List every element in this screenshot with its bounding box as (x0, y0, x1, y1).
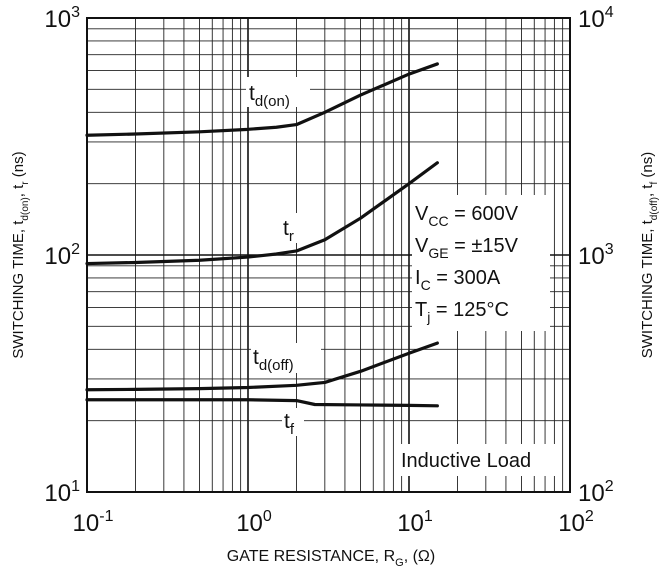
y-tick-label-left: 103 (44, 4, 80, 33)
label-bg-td-on (246, 77, 310, 107)
condition-vcc: VCC = 600V (415, 203, 519, 229)
inductive-load-note: Inductive Load (401, 450, 531, 472)
series-label-tf: tf (284, 410, 295, 438)
note-bg (397, 444, 561, 476)
conditions-box-bg (412, 195, 550, 331)
grid (87, 18, 570, 492)
series-line-tr (85, 161, 439, 266)
series-line-tf (85, 398, 439, 408)
y-tick-label-right: 104 (578, 4, 614, 33)
x-tick-label: 101 (397, 508, 433, 537)
tick-labels: 10-1 100 101 102 101 102 103 102 103 104 (44, 4, 613, 537)
label-bg-td-off (251, 343, 321, 373)
label-bg-tf (282, 408, 304, 436)
series-line-td-off (85, 341, 439, 392)
x-axis-label: GATE RESISTANCE, RG, (Ω) (227, 548, 435, 569)
y-axis-label-right: SWITCHING TIME, td(off), tf (ns) (639, 152, 660, 359)
condition-vge: VGE = ±15V (415, 235, 519, 261)
series-label-td-on: td(on) (249, 82, 290, 110)
series-label-tr: tr (283, 217, 294, 245)
y-tick-label-left: 101 (44, 478, 80, 507)
y-tick-label-left: 102 (44, 241, 80, 270)
series-line-td-on (85, 62, 439, 137)
series-label-td-off: td(off) (253, 346, 294, 374)
y-axis-label-left: SWITCHING TIME, td(on), tr (ns) (10, 151, 31, 358)
y-tick-label-right: 102 (578, 478, 614, 507)
label-bg-tr (281, 213, 303, 243)
condition-ic: IC = 300A (415, 267, 501, 293)
x-tick-label: 10-1 (73, 508, 114, 537)
condition-tj: Tj = 125°C (415, 299, 509, 325)
y-tick-label-right: 103 (578, 241, 614, 270)
plot-frame (86, 17, 571, 493)
x-tick-label: 102 (558, 508, 594, 537)
x-tick-label: 100 (236, 508, 272, 537)
series-group (85, 62, 439, 408)
